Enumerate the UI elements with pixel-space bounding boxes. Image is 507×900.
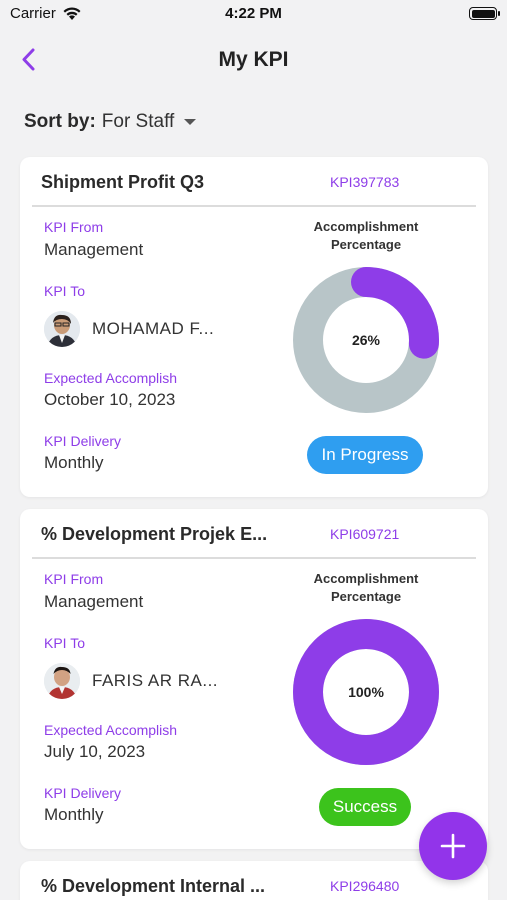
sort-value: For Staff: [102, 111, 175, 133]
kpi-from-label: KPI From: [44, 219, 103, 235]
kpi-card[interactable]: Shipment Profit Q3 KPI397783 KPI From Ma…: [20, 157, 488, 497]
expected-label: Expected Accomplish: [44, 722, 177, 738]
status-time: 4:22 PM: [0, 5, 507, 22]
page-title: My KPI: [0, 48, 507, 72]
card-header: % Development Projek E... KPI609721: [20, 509, 488, 557]
assignee: MOHAMAD F...: [44, 311, 214, 347]
kpi-to-label: KPI To: [44, 283, 85, 299]
avatar: [44, 311, 80, 347]
assignee-name: FARIS AR RA...: [92, 671, 218, 691]
status-badge: Success: [319, 788, 411, 826]
avatar: [44, 663, 80, 699]
add-kpi-button[interactable]: [419, 812, 487, 880]
kpi-title: Shipment Profit Q3: [41, 172, 204, 193]
delivery-value: Monthly: [44, 453, 104, 473]
expected-label: Expected Accomplish: [44, 370, 177, 386]
kpi-from-label: KPI From: [44, 571, 103, 587]
kpi-from-value: Management: [44, 240, 143, 260]
nav-bar: My KPI: [0, 38, 507, 82]
sort-dropdown[interactable]: Sort by: For Staff: [24, 111, 196, 133]
percent-label: 100%: [290, 616, 442, 768]
delivery-label: KPI Delivery: [44, 433, 121, 449]
status-badge: In Progress: [307, 436, 423, 474]
expected-value: October 10, 2023: [44, 390, 175, 410]
accomplishment-donut: 26%: [290, 264, 442, 416]
kpi-from-value: Management: [44, 592, 143, 612]
card-header: % Development Internal ... KPI296480: [20, 861, 488, 900]
expected-value: July 10, 2023: [44, 742, 145, 762]
kpi-code: KPI397783: [330, 174, 399, 190]
kpi-title: % Development Internal ...: [41, 876, 265, 897]
kpi-card[interactable]: % Development Projek E... KPI609721 KPI …: [20, 509, 488, 849]
divider: [32, 557, 476, 559]
battery-icon: [469, 7, 497, 20]
sort-label: Sort by:: [24, 111, 96, 133]
delivery-value: Monthly: [44, 805, 104, 825]
delivery-label: KPI Delivery: [44, 785, 121, 801]
assignee: FARIS AR RA...: [44, 663, 218, 699]
card-header: Shipment Profit Q3 KPI397783: [20, 157, 488, 205]
percent-label: 26%: [290, 264, 442, 416]
plus-icon: [440, 833, 466, 859]
status-bar: Carrier 4:22 PM: [0, 0, 507, 28]
assignee-name: MOHAMAD F...: [92, 319, 214, 339]
caret-down-icon: [184, 119, 196, 125]
accomplishment-title: Accomplishment Percentage: [296, 570, 436, 606]
divider: [32, 205, 476, 207]
accomplishment-donut: 100%: [290, 616, 442, 768]
accomplishment-title: Accomplishment Percentage: [296, 218, 436, 254]
kpi-code: KPI296480: [330, 878, 399, 894]
kpi-to-label: KPI To: [44, 635, 85, 651]
kpi-card[interactable]: % Development Internal ... KPI296480: [20, 861, 488, 900]
kpi-title: % Development Projek E...: [41, 524, 267, 545]
kpi-code: KPI609721: [330, 526, 399, 542]
